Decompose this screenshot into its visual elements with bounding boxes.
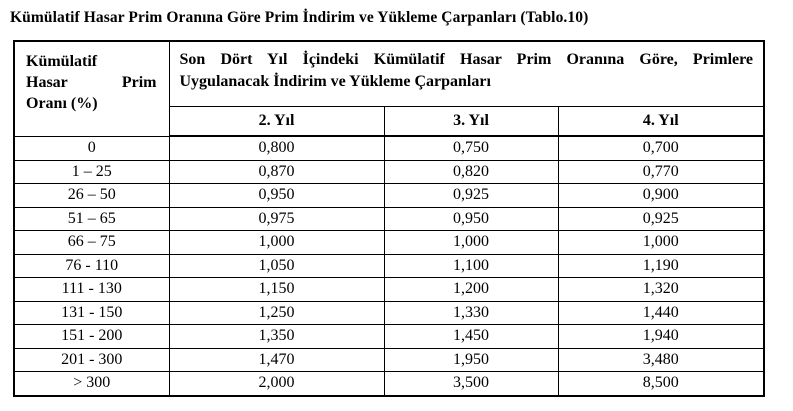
range-cell: 111 - 130	[13, 277, 170, 302]
corner-header-line-3: Oranı (%)	[26, 95, 98, 112]
multiplier-cell: 0,870	[168, 159, 385, 184]
multiplier-cell: 1,190	[557, 253, 765, 278]
column-header-year-3: 3. Yıl	[383, 106, 559, 137]
multiplier-cell: 8,500	[557, 371, 765, 396]
multiplier-cell: 1,100	[383, 253, 559, 278]
table-row: 26 – 50 0,950 0,925 0,900	[13, 183, 765, 208]
column-header-year-4: 4. Yıl	[557, 106, 765, 137]
multiplier-cell: 1,000	[557, 230, 765, 255]
multiplier-cell: 0,800	[168, 135, 385, 161]
multiplier-cell: 0,925	[557, 206, 765, 231]
multiplier-cell: 1,000	[168, 230, 385, 255]
table-row: 151 - 200 1,350 1,450 1,940	[13, 324, 765, 349]
multiplier-cell: 0,900	[557, 183, 765, 208]
table-header: Kümülatif Hasar Prim Oranı (%) Son Dört …	[13, 40, 765, 137]
multiplier-cell: 3,480	[557, 347, 765, 372]
range-cell: 151 - 200	[13, 324, 170, 349]
range-cell: 26 – 50	[13, 183, 170, 208]
range-cell: 201 - 300	[13, 347, 170, 372]
column-header-year-2: 2. Yıl	[168, 106, 385, 137]
table-row: 0 0,800 0,750 0,700	[13, 135, 765, 161]
range-cell: 66 – 75	[13, 230, 170, 255]
table-body: 0 0,800 0,750 0,700 1 – 25 0,870 0,820 0,770 26 …	[13, 135, 765, 396]
span-header-line-1: Son Dört Yıl İçindeki Kümülatif Hasar Pr…	[179, 51, 754, 68]
multiplier-cell: 1,350	[168, 324, 385, 349]
multiplier-cell: 0,750	[383, 135, 559, 161]
multiplier-cell: 1,150	[168, 277, 385, 302]
multiplier-cell: 1,320	[557, 277, 765, 302]
multiplier-cell: 0,950	[383, 206, 559, 231]
multiplier-cell: 1,940	[557, 324, 765, 349]
header-row-top: Kümülatif Hasar Prim Oranı (%) Son Dört …	[13, 40, 765, 137]
multiplier-cell: 1,000	[383, 230, 559, 255]
multiplier-cell: 0,700	[557, 135, 765, 161]
multiplier-table: Kümülatif Hasar Prim Oranı (%) Son Dört …	[13, 40, 766, 397]
table-row: 76 - 110 1,050 1,100 1,190	[13, 253, 765, 278]
table-row: 51 – 65 0,975 0,950 0,925	[13, 206, 765, 231]
table-row: > 300 2,000 3,500 8,500	[13, 371, 765, 396]
multiplier-cell: 1,200	[383, 277, 559, 302]
multiplier-cell: 0,770	[557, 159, 765, 184]
table-row: 201 - 300 1,470 1,950 3,480	[13, 347, 765, 372]
multiplier-cell: 0,925	[383, 183, 559, 208]
multiplier-cell: 1,950	[383, 347, 559, 372]
page-title: Kümülatif Hasar Prim Oranına Göre Prim İ…	[10, 9, 589, 26]
multiplier-cell: 1,050	[168, 253, 385, 278]
range-cell: 0	[13, 135, 170, 161]
header-row-years: 2. Yıl 3. Yıl 4. Yıl	[14, 106, 765, 137]
multiplier-cell: 1,450	[383, 324, 559, 349]
range-cell: 51 – 65	[13, 206, 170, 231]
multiplier-cell: 3,500	[383, 371, 559, 396]
corner-header-line-2: Hasar Prim	[26, 74, 157, 91]
multiplier-cell: 2,000	[168, 371, 385, 396]
table-row: 111 - 130 1,150 1,200 1,320	[13, 277, 765, 302]
column-header-cumulative-loss-premium-ratio: Kümülatif Hasar Prim Oranı (%)	[13, 40, 170, 137]
multiplier-cell: 0,950	[168, 183, 385, 208]
multiplier-cell: 0,820	[383, 159, 559, 184]
corner-header-line-1: Kümülatif	[26, 53, 98, 70]
multiplier-cell: 1,250	[168, 300, 385, 325]
multiplier-cell: 1,330	[383, 300, 559, 325]
span-header-line-2: Uygulanacak İndirim ve Yükleme Çarpanlar…	[179, 73, 491, 90]
table-row: 131 - 150 1,250 1,330 1,440	[13, 300, 765, 325]
multiplier-cell: 1,470	[168, 347, 385, 372]
table-row: 66 – 75 1,000 1,000 1,000	[13, 230, 765, 255]
multiplier-cell: 1,440	[557, 300, 765, 325]
range-cell: 131 - 150	[13, 300, 170, 325]
column-header-multipliers-description: Son Dört Yıl İçindeki Kümülatif Hasar Pr…	[168, 40, 765, 107]
range-cell: 76 - 110	[13, 253, 170, 278]
table-row: 1 – 25 0,870 0,820 0,770	[13, 159, 765, 184]
multiplier-cell: 0,975	[168, 206, 385, 231]
range-cell: > 300	[13, 371, 170, 396]
range-cell: 1 – 25	[13, 159, 170, 184]
